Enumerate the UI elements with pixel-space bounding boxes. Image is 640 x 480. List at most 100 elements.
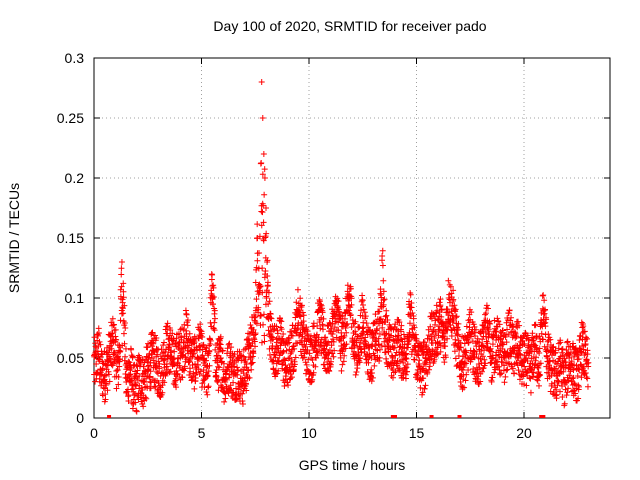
data-point — [98, 351, 105, 358]
data-point — [368, 378, 375, 385]
data-point — [226, 340, 233, 347]
data-point — [172, 375, 179, 382]
data-point — [502, 373, 509, 380]
data-point — [258, 79, 265, 85]
data-point — [547, 336, 554, 343]
data-point — [369, 343, 376, 350]
data-point — [171, 379, 178, 386]
data-point — [394, 362, 400, 369]
data-point — [519, 337, 526, 344]
data-point — [576, 366, 583, 373]
data-point — [325, 339, 332, 346]
data-point — [269, 334, 276, 341]
data-point — [459, 333, 466, 340]
data-point — [553, 386, 560, 393]
data-point — [410, 322, 417, 329]
data-point — [566, 372, 573, 379]
data-point — [377, 346, 384, 353]
data-point — [377, 286, 384, 293]
data-point — [203, 388, 210, 395]
data-point — [211, 319, 218, 326]
data-point — [117, 347, 124, 354]
data-point — [312, 363, 319, 370]
data-point — [100, 384, 107, 391]
data-point — [213, 367, 220, 373]
data-point — [281, 356, 288, 363]
data-point — [179, 374, 186, 381]
data-point — [164, 320, 171, 327]
data-point — [230, 379, 237, 386]
data-point — [521, 363, 528, 370]
data-point — [455, 320, 462, 327]
data-point — [475, 361, 482, 367]
data-point — [159, 389, 166, 396]
data-point — [231, 351, 238, 358]
data-point — [376, 354, 383, 361]
data-point — [348, 301, 355, 308]
data-point — [379, 247, 386, 254]
data-point — [571, 380, 578, 387]
data-point — [381, 296, 388, 303]
data-point — [215, 363, 222, 370]
data-point — [442, 354, 449, 361]
data-point — [337, 354, 344, 361]
data-point — [498, 370, 505, 377]
data-point — [357, 312, 364, 319]
data-point — [503, 339, 510, 346]
data-point — [396, 365, 403, 372]
data-point — [103, 381, 110, 388]
data-point — [217, 333, 224, 340]
data-point — [280, 331, 287, 338]
data-point — [268, 345, 275, 352]
data-point — [459, 384, 466, 391]
data-point — [194, 361, 201, 368]
data-point — [480, 365, 487, 372]
data-point — [286, 339, 293, 346]
data-point — [572, 390, 579, 397]
data-point — [546, 364, 553, 371]
data-point — [294, 340, 301, 347]
data-point — [515, 367, 522, 374]
data-point — [570, 353, 577, 360]
data-point — [150, 340, 157, 347]
data-point — [112, 326, 119, 333]
data-point — [133, 362, 140, 369]
data-point — [455, 326, 462, 333]
data-point — [580, 323, 587, 330]
data-point — [266, 298, 273, 305]
data-point — [368, 370, 375, 377]
data-point — [314, 352, 321, 359]
data-point — [512, 332, 519, 339]
data-point — [206, 362, 213, 369]
data-point — [497, 371, 504, 378]
data-point — [186, 342, 193, 349]
data-point — [218, 384, 225, 391]
data-point — [361, 337, 368, 344]
data-point — [380, 288, 387, 295]
data-point — [102, 396, 109, 403]
data-point — [97, 341, 104, 348]
data-point — [533, 354, 540, 361]
data-point — [252, 279, 259, 286]
data-point — [110, 321, 117, 328]
data-point — [326, 347, 333, 354]
data-point — [517, 351, 524, 358]
data-point — [300, 312, 307, 319]
data-point — [364, 324, 371, 331]
data-point — [525, 352, 532, 359]
data-point — [564, 338, 571, 345]
data-point — [452, 355, 459, 362]
data-point — [192, 375, 199, 382]
data-point — [173, 384, 180, 391]
data-point — [544, 343, 551, 350]
data-point — [428, 355, 435, 362]
data-point — [215, 387, 222, 394]
data-point — [118, 271, 125, 278]
data-point — [574, 373, 581, 379]
y-tick-label: 0.2 — [65, 170, 85, 186]
data-point — [289, 332, 296, 339]
data-point — [239, 390, 246, 397]
data-point — [557, 388, 564, 395]
data-point — [396, 319, 403, 326]
data-point — [253, 296, 260, 303]
